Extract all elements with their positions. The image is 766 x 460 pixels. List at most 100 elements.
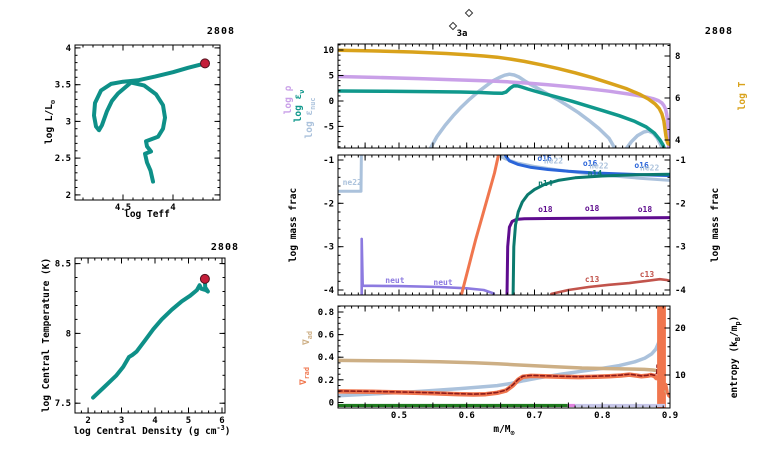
x-tick-label: 3	[119, 416, 124, 426]
curve-label: ne22	[343, 178, 362, 187]
y-axis-title: log εnuc	[304, 98, 317, 139]
hr-track	[92, 61, 207, 184]
y-tick-label: 5	[329, 71, 334, 81]
grad-rad-tail	[664, 382, 671, 399]
neut-curve	[360, 237, 496, 296]
x-tick-label: 5	[186, 416, 191, 426]
y-axis-title: log T	[737, 81, 748, 110]
central-trho-panel-plot-area	[91, 276, 210, 400]
y-tick-label: 2	[66, 191, 71, 201]
y-axis-title: log ρ	[283, 85, 294, 114]
y-tick-label: 3.5	[55, 81, 71, 91]
n14-curve	[511, 172, 671, 296]
y-tick-label: 7.5	[55, 399, 71, 409]
curve-label: ne22	[589, 162, 608, 171]
log-eps-nu-curve	[337, 83, 667, 149]
grad-ad-curve	[337, 358, 663, 374]
curve-label: n14	[538, 179, 553, 188]
x-axis-title: log Central Density (g cm-3)	[74, 424, 231, 437]
y2-tick-label: 10	[675, 371, 686, 381]
y-tick-label: 8	[66, 329, 71, 339]
y-axis-title: log mass frac	[710, 188, 721, 262]
y-tick-label: -3	[323, 243, 334, 253]
grad-T-curve	[337, 364, 658, 395]
curve-label: o16	[634, 161, 649, 170]
curve-label: c13	[585, 275, 600, 284]
y2-tick-label: 4	[675, 136, 681, 146]
mixing-bar-green	[338, 403, 568, 407]
gradients-panel-plot-area	[337, 306, 671, 408]
y-tick-label: -5	[323, 122, 334, 132]
y-axis-title: entropy (kB/mp)	[729, 316, 742, 399]
curve-label: ne22	[544, 156, 563, 165]
y2-tick-label: 20	[675, 324, 686, 334]
ne22-core-curve	[337, 154, 363, 193]
curve-label: o16	[537, 154, 552, 163]
y-tick-label: 0.4	[318, 353, 335, 363]
y-tick-label: 8.5	[55, 260, 71, 270]
curve-label: o16	[583, 159, 598, 168]
y-tick-label: 0.2	[318, 376, 334, 386]
y-axis-title: log L/L⊙	[44, 100, 57, 144]
x-tick-label: 0.5	[391, 411, 407, 421]
y-tick-label: -2	[323, 199, 334, 209]
x-tick-label: 0.6	[459, 411, 475, 421]
log-rho-curve	[337, 74, 671, 149]
y2-tick-label: 8	[675, 52, 680, 62]
y2-tick-label: 6	[675, 94, 680, 104]
current-model-marker	[200, 58, 210, 69]
y-tick-label: 10	[323, 46, 334, 56]
x-axis-title: log Teff	[124, 209, 170, 220]
hr-diagram-panel-frame	[74, 44, 221, 201]
y-tick-label: -4	[323, 286, 334, 296]
curve-label: neut	[385, 276, 404, 285]
surface-convection-band	[657, 306, 666, 408]
y-tick-label: 0.6	[318, 331, 334, 341]
log-T-curve	[337, 48, 671, 147]
current-model-marker	[199, 273, 210, 284]
hr-diagram-panel-plot-area	[92, 61, 207, 184]
x-tick-label: 4	[170, 203, 176, 213]
trho-model-number: 2808	[210, 242, 239, 253]
x-tick-label: 6	[219, 416, 224, 426]
curve-label: o18	[638, 205, 653, 214]
x-tick-label: 0.9	[662, 411, 678, 421]
y-tick-label: 2.5	[55, 154, 71, 164]
abundance-panel-axes: -1 -1 -2 -2 -3 -3 -4 -4 log mass frac log mass fr…	[288, 154, 721, 296]
y-tick-label: 3	[66, 117, 71, 127]
x-tick-label: 2	[85, 416, 90, 426]
curve-label: o18	[538, 205, 553, 214]
y-axis-title: log Central Temperature (K)	[41, 258, 52, 412]
y-tick-label: 0.8	[318, 308, 334, 318]
gradients-panel: 10 20 0.5 0.6 0.7 0.8 0.9 0 0.2 0.4 0.6 0.8 m/M⊙ ∇ad ∇…	[298, 305, 742, 437]
y-tick-label: 4	[66, 44, 72, 54]
y2-tick-label: -2	[675, 199, 686, 209]
y-axis-title: log mass frac	[288, 188, 299, 262]
o16-curve	[502, 154, 671, 178]
curve-label: o18	[585, 204, 600, 213]
curve-label: c13	[640, 270, 655, 279]
central-trho-panel-frame	[74, 257, 226, 414]
abundance-curve-orange	[459, 154, 501, 296]
central-trho-panel-axes: 2 3 4 5 6 7.5 8 8.5 log Central Density (g cm-3)…	[41, 257, 231, 437]
y2-tick-label: -4	[675, 286, 686, 296]
x-tick-label: 4	[152, 416, 158, 426]
mixing-bar-lavender	[575, 403, 666, 407]
x-axis-title: m/M⊙	[493, 424, 514, 437]
x-tick-label: 4.5	[115, 203, 131, 213]
hr-model-number: 2808	[206, 26, 235, 37]
y-tick-label: 0	[329, 97, 334, 107]
y-axis-title: log εν	[293, 90, 306, 123]
y-axis-title: ∇rad	[298, 367, 311, 386]
central-trho-panel: 2 3 4 5 6 7.5 8 8.5 log Central Density (g cm-3)…	[41, 257, 231, 437]
burn-zone-label: 3a	[456, 29, 468, 39]
y-tick-label: -1	[323, 156, 334, 166]
trho-track	[91, 276, 210, 400]
